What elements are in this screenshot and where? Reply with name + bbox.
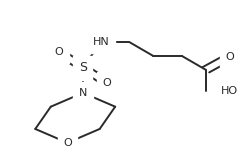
Text: S: S <box>79 61 87 74</box>
Text: HN: HN <box>93 37 109 47</box>
Text: O: O <box>63 138 72 148</box>
Text: O: O <box>102 78 111 88</box>
Text: HO: HO <box>221 86 238 96</box>
Text: O: O <box>55 47 64 57</box>
Text: O: O <box>225 52 234 62</box>
Text: N: N <box>79 88 87 98</box>
